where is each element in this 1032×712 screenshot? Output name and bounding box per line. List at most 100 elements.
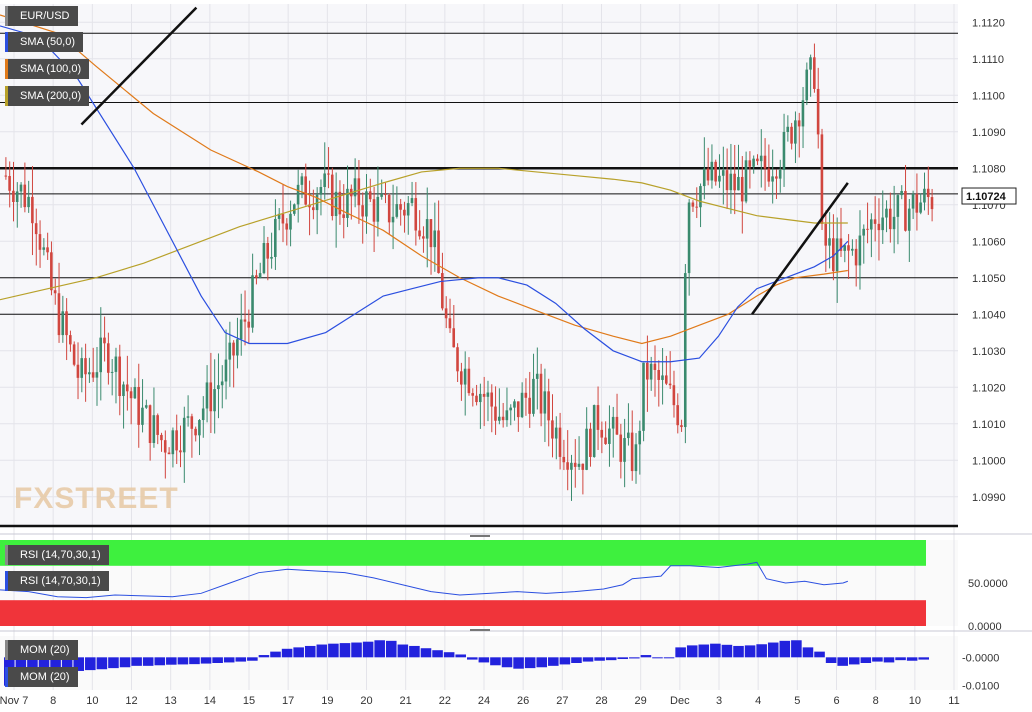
candle-body [782,131,786,171]
candle-body [573,462,577,467]
candle-body [95,372,99,378]
candle-body [907,208,911,231]
candle-body [482,393,486,397]
candle-body [384,194,387,196]
candle-body [167,452,171,455]
legend-sma200[interactable]: SMA (200,0) [5,86,90,106]
candle-body [657,369,660,380]
candle-body [141,407,144,425]
candle-body [778,170,782,179]
candle-body [15,191,19,203]
legend-rsi-top[interactable]: RSI (14,70,30,1) [5,545,109,565]
candle-body [854,248,858,266]
candle-body [190,416,194,429]
candle-body [228,342,232,360]
candle-body [194,428,197,436]
mom-bar [640,655,652,658]
candle-body [163,440,167,453]
candle-body [403,209,406,216]
x-tick-label: 19 [321,695,333,707]
mom-bar [235,657,247,662]
candle-body [8,175,11,191]
x-tick-label: 17 [282,695,294,707]
x-tick-label: 10 [909,695,921,707]
candle-body [220,381,224,386]
candle-body [566,462,569,470]
candle-body [475,395,478,403]
candle-body [608,428,611,444]
mom-bar [293,647,304,658]
mom-bar [131,657,142,666]
rsi-oversold-band [0,600,926,626]
y-tick-label: 1.1030 [972,346,1006,358]
candle-body [900,190,903,196]
candle-body [4,175,8,177]
candle-body [72,344,76,365]
mom-bar [61,657,73,672]
candle-body [243,319,247,322]
candle-body [232,342,235,356]
mom-bar [154,657,166,666]
mom-bar [501,657,513,668]
candle-body [809,57,812,70]
y-tick-label: 1.1080 [972,163,1006,175]
x-tick-label: 29 [635,695,647,707]
mom-bar [548,657,559,666]
candle-body [721,170,725,176]
mom-bar [189,657,200,665]
mom-bar [582,657,594,662]
mom-bar [617,657,629,660]
candle-body [456,347,459,372]
mom-bar [108,657,119,669]
mom-bar [374,640,385,658]
candle-body [725,170,729,191]
candle-body [877,223,881,231]
legend-sma100[interactable]: SMA (100,0) [5,59,90,79]
candle-body [76,364,80,378]
candle-body [129,391,133,399]
mom-bar [698,644,710,658]
candle-body [547,391,550,421]
rsi-tick-label: 50.0000 [968,578,1008,590]
candle-body [801,100,805,127]
candle-body [513,401,516,408]
mom-bar [27,657,38,675]
candle-body [539,373,543,414]
candle-body [106,343,110,373]
candle-body [281,213,285,224]
legend-symbol[interactable]: EUR/USD [5,6,78,26]
mom-bar [594,657,605,661]
legend-rsi-sub[interactable]: RSI (14,70,30,1) [5,571,109,591]
candle-body [346,188,349,218]
candle-body [296,184,300,205]
mom-bar [536,657,548,668]
candle-body [516,401,520,418]
candle-body [930,197,934,210]
legend-mom-top[interactable]: MOM (20) [5,640,78,660]
mom-bar [455,654,466,658]
mom-bar [779,640,791,658]
candle-body [110,371,114,373]
mom-bar [860,657,872,663]
candle-body [805,69,809,101]
candle-body [767,168,771,182]
candle-body [266,242,270,259]
legend-mom-sub[interactable]: MOM (20) [5,667,78,687]
candle-body [255,275,258,278]
candle-body [433,230,437,248]
candle-body [441,273,444,309]
candle-body [53,290,57,294]
candle-body [558,427,562,457]
last-price-box [961,187,1017,205]
candle-body [490,392,493,407]
y-tick-label: 1.1060 [972,236,1006,248]
candle-body [828,238,831,246]
candle-body [467,368,471,394]
candle-body [361,205,364,217]
candle-body [528,397,531,414]
candle-body [209,382,213,412]
candle-body [797,120,801,127]
candle-body [771,176,774,182]
legend-sma50[interactable]: SMA (50,0) [5,32,84,52]
